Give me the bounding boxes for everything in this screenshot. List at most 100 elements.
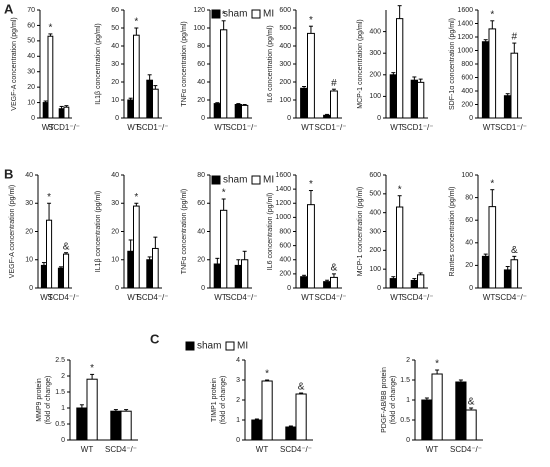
bar xyxy=(86,378,98,441)
y-tick-label: 0 xyxy=(29,285,33,292)
y-tick-label: 80 xyxy=(197,43,205,50)
bar xyxy=(503,95,512,119)
legend-swatch xyxy=(211,175,221,185)
y-tick-label: 0.5 xyxy=(55,421,65,428)
x-tick-label: WT xyxy=(127,293,140,302)
x-tick-label: WT xyxy=(426,445,439,454)
y-tick-label: 800 xyxy=(461,61,473,68)
bar xyxy=(465,409,477,441)
x-tick-label: WT xyxy=(390,293,403,302)
y-tick-label: 0 xyxy=(236,437,240,444)
bar xyxy=(307,204,315,289)
y-axis-label: VEGF-A concentration (pg/ml) xyxy=(9,185,16,278)
bar xyxy=(58,108,65,119)
y-tick-label: 10 xyxy=(111,257,119,264)
y-tick-label: 60 xyxy=(27,22,35,29)
y-tick-label: 4 xyxy=(236,357,240,364)
annotation: * xyxy=(490,178,494,189)
bar xyxy=(152,247,159,289)
y-tick-label: 0 xyxy=(406,437,410,444)
bar xyxy=(220,29,228,119)
y-tick-label: 0 xyxy=(201,115,205,122)
panel-label: A xyxy=(4,1,14,16)
y-tick-label: 40 xyxy=(25,172,33,179)
y-tick-label: 200 xyxy=(369,247,381,254)
y-tick-label: 0 xyxy=(377,285,381,292)
y-tick-label: 20 xyxy=(25,228,33,235)
bar xyxy=(234,104,242,119)
y-axis-label: MCP-1 concentration (pg/ml) xyxy=(357,187,364,276)
bar xyxy=(220,209,228,289)
y-tick-label: 0 xyxy=(287,285,291,292)
bar xyxy=(481,41,490,119)
y-tick-label: 0 xyxy=(469,115,473,122)
x-tick-label: SCD4⁻/⁻ xyxy=(314,293,346,302)
legend-swatch xyxy=(225,341,235,351)
legend-swatch xyxy=(185,341,195,351)
y-tick-label: 0 xyxy=(377,115,381,122)
y-tick-label: 1.5 xyxy=(55,389,65,396)
y-tick-label: 10 xyxy=(111,97,119,104)
y-tick-label: 1 xyxy=(236,417,240,424)
y-tick-label: 800 xyxy=(279,228,291,235)
y-tick-label: 200 xyxy=(279,271,291,278)
y-tick-label: 0 xyxy=(61,437,65,444)
annotation: # xyxy=(331,78,337,89)
bar xyxy=(410,279,419,289)
bar xyxy=(330,276,338,289)
bar xyxy=(300,87,309,119)
y-axis-label: TNFα concentration (pg/ml) xyxy=(181,189,188,274)
y-tick-label: 30 xyxy=(25,200,33,207)
y-tick-label: 40 xyxy=(111,43,119,50)
legend-swatch xyxy=(251,9,261,19)
x-tick-label: SCD1⁻/⁻ xyxy=(495,123,527,132)
y-tick-label: 1600 xyxy=(275,172,291,179)
bar xyxy=(389,74,398,119)
y-axis-label: MMP9 protein xyxy=(36,378,43,422)
bar xyxy=(417,274,425,289)
y-axis-label: IL1β concentration (pg/ml) xyxy=(95,23,102,104)
y-tick-label: 2 xyxy=(61,373,65,380)
y-tick-label: 3 xyxy=(236,377,240,384)
y-tick-label: 2 xyxy=(236,397,240,404)
y-tick-label: 200 xyxy=(369,72,381,79)
panel-label: B xyxy=(4,166,13,181)
y-tick-label: 40 xyxy=(197,228,205,235)
x-tick-label: WT xyxy=(81,445,94,454)
legend-label: MI xyxy=(263,175,274,186)
x-tick-label: WT xyxy=(214,123,227,132)
annotation: * xyxy=(47,192,51,203)
y-tick-label: 40 xyxy=(197,79,205,86)
y-axis-label: (fold of change) xyxy=(45,376,52,425)
y-tick-label: 100 xyxy=(369,266,381,273)
annotation: & xyxy=(63,241,70,252)
y-axis-label: TIMP1 protein xyxy=(211,378,218,422)
bar xyxy=(396,18,404,119)
annotation: * xyxy=(222,188,226,199)
y-tick-label: 1600 xyxy=(457,7,473,14)
y-tick-label: 10 xyxy=(27,99,35,106)
y-tick-label: 1.5 xyxy=(400,377,410,384)
annotation: * xyxy=(134,192,138,203)
bar xyxy=(120,410,132,441)
bar xyxy=(251,419,263,441)
y-tick-label: 10 xyxy=(25,257,33,264)
bar xyxy=(63,253,70,289)
panel-label: C xyxy=(150,331,160,346)
y-tick-label: 100 xyxy=(193,25,205,32)
x-tick-label: WT xyxy=(214,293,227,302)
bar xyxy=(127,99,135,119)
y-tick-label: 200 xyxy=(279,79,291,86)
y-tick-label: 50 xyxy=(111,25,119,32)
legend-label: MI xyxy=(237,341,248,352)
y-tick-label: 600 xyxy=(461,74,473,81)
y-tick-label: 100 xyxy=(369,93,381,100)
bar xyxy=(323,114,332,119)
y-tick-label: 20 xyxy=(197,97,205,104)
bar xyxy=(133,205,140,289)
y-axis-label: IL6 concentration (pg/ml) xyxy=(267,193,274,270)
y-axis-label: SDF-1α concentration (pg/ml) xyxy=(449,18,456,110)
bar xyxy=(241,259,249,289)
bar xyxy=(127,250,135,289)
